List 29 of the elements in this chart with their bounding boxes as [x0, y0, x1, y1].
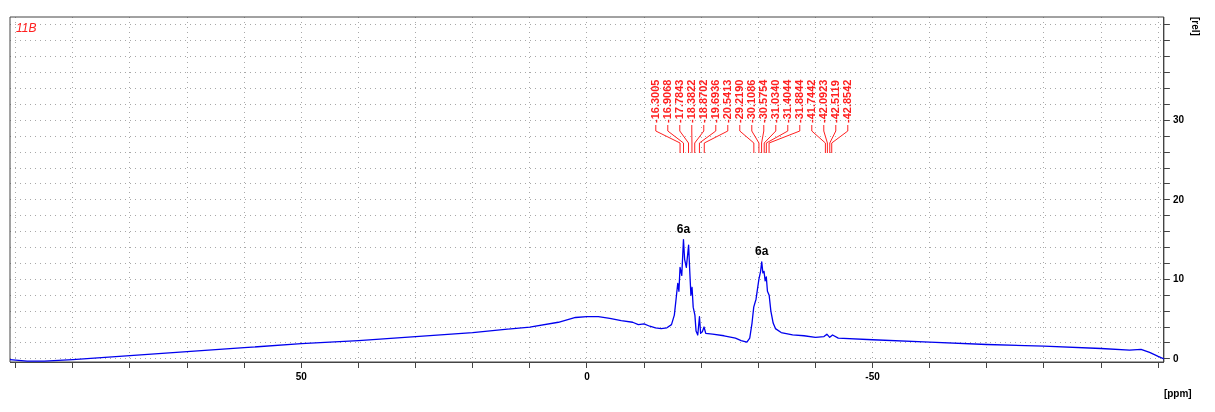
y-tick-label: 0 [1172, 352, 1179, 364]
annotation: -16.3005 [648, 79, 661, 123]
annotation: -42.0923 [816, 79, 829, 123]
annotation: -30.5754 [756, 78, 769, 123]
annotation: -31.8844 [792, 78, 805, 123]
annotation: -31.4044 [780, 78, 793, 123]
annotation: -19.6936 [708, 79, 721, 123]
annotation: -42.8542 [840, 79, 853, 123]
y-tick-label: 10 [1172, 273, 1185, 285]
y-axis-title: [rel] [1190, 17, 1202, 36]
annotation: -18.8702 [696, 79, 709, 123]
y-tick-label: 30 [1172, 114, 1185, 126]
annotation: -17.7843 [672, 79, 685, 123]
annotation: 11B [16, 21, 37, 36]
annotation: -20.5413 [720, 79, 733, 123]
x-tick-label: 50 [295, 370, 308, 382]
annotation: -30.1086 [744, 79, 757, 123]
annotation: 6a [676, 221, 691, 236]
annotation: -16.9068 [660, 79, 673, 123]
x-axis-title: [ppm] [1163, 387, 1192, 399]
x-tick-label: 0 [584, 370, 591, 382]
x-tick-label: -50 [865, 370, 881, 382]
y-tick-label: 20 [1172, 193, 1185, 205]
annotation: 6a [755, 244, 769, 259]
annotation: -18.3822 [684, 79, 697, 123]
annotation: -42.5119 [828, 80, 841, 123]
annotation: -31.0340 [768, 79, 781, 123]
annotation: -29.2190 [732, 79, 745, 123]
annotation: -41.7442 [804, 79, 817, 123]
